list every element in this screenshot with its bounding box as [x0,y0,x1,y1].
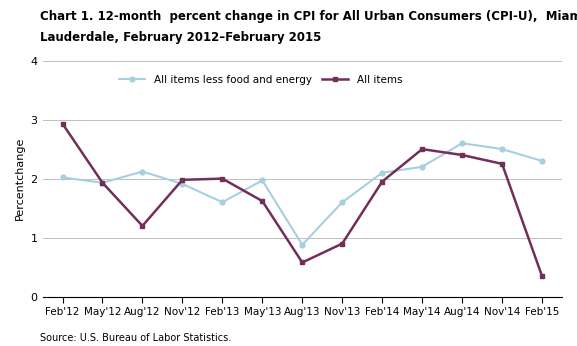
Line: All items less food and energy: All items less food and energy [60,141,545,247]
All items less food and energy [259,178,266,182]
All items less food and energy [379,171,385,175]
Legend: All items less food and energy, All items: All items less food and energy, All item… [115,71,406,89]
All items less food and energy [139,170,146,174]
Text: Lauderdale, February 2012–February 2015: Lauderdale, February 2012–February 2015 [40,31,322,44]
All items [499,162,505,166]
All items [179,178,186,182]
All items less food and energy [219,200,226,204]
All items [219,176,226,181]
Line: All items: All items [60,121,545,279]
All items less food and energy [299,243,306,247]
All items less food and energy [538,159,545,163]
All items [379,180,385,184]
All items [259,199,266,203]
All items less food and energy [499,147,505,151]
Text: Source: U.S. Bureau of Labor Statistics.: Source: U.S. Bureau of Labor Statistics. [40,333,231,343]
All items less food and energy [99,181,106,185]
All items less food and energy [419,165,426,169]
All items [59,122,66,126]
All items less food and energy [179,182,186,186]
All items less food and energy [459,141,466,145]
All items [538,274,545,278]
All items less food and energy [59,175,66,180]
All items [99,181,106,185]
Y-axis label: Percentchange: Percentchange [15,137,25,220]
All items [419,147,426,151]
All items less food and energy [339,200,346,204]
All items [299,261,306,265]
Text: Chart 1. 12-month  percent change in CPI for All Urban Consumers (CPI-U),  Miami: Chart 1. 12-month percent change in CPI … [40,10,577,24]
All items [139,224,146,228]
All items [459,153,466,157]
All items [339,242,346,246]
